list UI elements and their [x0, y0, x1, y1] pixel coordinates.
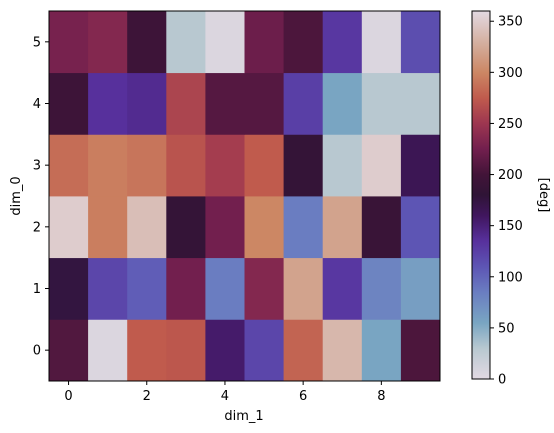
- heatmap-cell: [244, 11, 284, 74]
- colorbar-tick-label: 150: [498, 219, 523, 234]
- heatmap-cell: [127, 257, 167, 320]
- heatmap-cell: [205, 134, 245, 197]
- heatmap-cell: [283, 196, 324, 259]
- heatmap-cell: [49, 134, 89, 197]
- heatmap-cell: [361, 257, 402, 320]
- heatmap-cell: [205, 72, 245, 135]
- heatmap-cell: [400, 257, 441, 320]
- heatmap-cell: [244, 257, 284, 320]
- heatmap-cell: [361, 11, 402, 74]
- heatmap-cell: [322, 257, 363, 320]
- heatmap-cell: [244, 319, 284, 382]
- colorbar-tick-label: 100: [498, 270, 523, 285]
- y-tick-label: 0: [33, 344, 41, 359]
- heatmap-cell: [166, 72, 206, 135]
- y-tick-label: 4: [33, 97, 41, 112]
- heatmap-cell: [283, 11, 324, 74]
- heatmap-cell: [205, 11, 245, 74]
- heatmap-cell: [244, 72, 284, 135]
- y-tick-label: 1: [33, 282, 41, 297]
- heatmap-cell: [283, 319, 324, 382]
- colorbar-tick-label: 50: [498, 321, 515, 336]
- heatmap-cell: [283, 257, 324, 320]
- plot-frame: [48, 10, 441, 382]
- heatmap-cell: [400, 72, 441, 135]
- y-tick-label: 3: [33, 159, 41, 174]
- heatmap-cell: [205, 319, 245, 382]
- heatmap-cell: [127, 196, 167, 259]
- x-tick-label: 4: [221, 389, 229, 404]
- heatmap-cell: [88, 257, 128, 320]
- colorbar-ticks: 0 50 100 150 200 250 300 350: [490, 15, 523, 388]
- heatmap-cell: [88, 196, 128, 259]
- heatmap-cell: [322, 72, 363, 135]
- heatmap-cell: [127, 72, 167, 135]
- colorbar-tick-label: 350: [498, 15, 523, 30]
- heatmap-cell: [127, 319, 167, 382]
- heatmap-cell: [361, 134, 402, 197]
- heatmap-cell: [205, 196, 245, 259]
- heatmap-cell: [205, 257, 245, 320]
- heatmap-cell: [49, 11, 89, 74]
- y-axis-ticks: 0 1 2 3 4 5: [33, 35, 49, 359]
- heatmap-cell: [400, 134, 441, 197]
- heatmap-cell: [127, 134, 167, 197]
- heatmap-cell: [49, 72, 89, 135]
- heatmap-cell: [400, 196, 441, 259]
- colorbar-tick-label: 300: [498, 66, 523, 81]
- colorbar-tick-label: 250: [498, 117, 523, 132]
- heatmap-cell: [166, 134, 206, 197]
- heatmap-cell: [361, 319, 402, 382]
- heatmap-cell: [322, 319, 363, 382]
- x-tick-label: 2: [143, 389, 151, 404]
- x-tick-label: 8: [377, 389, 385, 404]
- heatmap-cell: [400, 319, 441, 382]
- x-tick-label: 0: [64, 389, 72, 404]
- heatmap-cell: [166, 319, 206, 382]
- heatmap-cell: [244, 134, 284, 197]
- y-axis-label: dim_0: [9, 176, 24, 215]
- heatmap-cell: [49, 196, 89, 259]
- heatmap-cell: [283, 134, 324, 197]
- heatmap-cell: [361, 196, 402, 259]
- heatmap-cell: [49, 319, 89, 382]
- heatmap-cell: [88, 134, 128, 197]
- heatmap-cell: [49, 257, 89, 320]
- heatmap-cell: [166, 257, 206, 320]
- colorbar: [471, 10, 491, 380]
- heatmap-cell: [88, 72, 128, 135]
- colorbar-tick-label: 200: [498, 168, 523, 183]
- heatmap-cell: [88, 319, 128, 382]
- heatmap-cell: [127, 11, 167, 74]
- heatmap-cell: [283, 72, 324, 135]
- y-tick-label: 2: [33, 220, 41, 235]
- heatmap-cell: [244, 196, 284, 259]
- x-tick-label: 6: [299, 389, 307, 404]
- heatmap-cell: [322, 11, 363, 74]
- colorbar-tick-label: 0: [498, 373, 506, 388]
- x-axis-ticks: 0 2 4 6 8: [64, 381, 385, 404]
- heatmap-cell: [166, 196, 206, 259]
- heatmap-cell: [88, 11, 128, 74]
- heatmap-cells: [49, 11, 441, 382]
- heatmap-cell: [322, 134, 363, 197]
- y-tick-label: 5: [33, 35, 41, 50]
- heatmap-cell: [322, 196, 363, 259]
- heatmap-cell: [361, 72, 402, 135]
- heatmap-cell: [166, 11, 206, 74]
- colorbar-label: [deg]: [536, 178, 551, 213]
- x-axis-label: dim_1: [224, 409, 263, 424]
- heatmap-cell: [400, 11, 441, 74]
